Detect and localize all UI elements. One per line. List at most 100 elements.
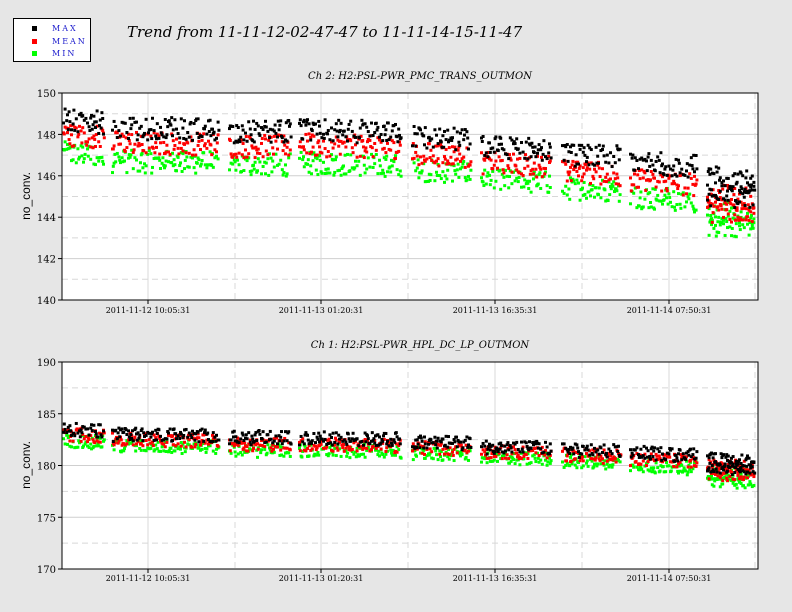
data-point-min xyxy=(203,163,207,167)
data-point-mean xyxy=(459,159,462,163)
data-point-min xyxy=(161,156,165,160)
data-point-max xyxy=(374,121,378,125)
data-point-mean xyxy=(662,180,666,184)
data-point-max xyxy=(387,444,391,448)
data-point-mean xyxy=(363,438,367,442)
data-point-mean xyxy=(637,185,640,189)
data-point-max xyxy=(374,434,377,438)
data-point-mean xyxy=(95,124,99,128)
y-axis-label: no_conv. xyxy=(19,172,33,220)
data-point-mean xyxy=(256,151,259,155)
data-point-mean xyxy=(584,163,588,167)
data-point-min xyxy=(746,473,749,477)
data-point-max xyxy=(135,432,138,436)
data-point-mean xyxy=(575,169,579,173)
data-point-min xyxy=(522,457,526,461)
data-point-min xyxy=(267,173,271,177)
data-point-max xyxy=(604,160,608,164)
legend-marker-max xyxy=(32,26,37,31)
data-point-max xyxy=(350,437,354,441)
data-point-min xyxy=(611,463,615,467)
data-point-max xyxy=(429,438,433,442)
data-point-min xyxy=(596,462,600,466)
data-point-min xyxy=(718,223,722,227)
data-point-max xyxy=(341,439,345,443)
data-point-min xyxy=(730,206,733,210)
data-point-mean xyxy=(609,177,612,181)
data-point-max xyxy=(645,169,649,173)
data-point-max xyxy=(653,169,657,173)
data-point-max xyxy=(658,171,662,175)
data-point-max xyxy=(691,167,695,171)
data-point-max xyxy=(451,136,454,140)
data-point-max xyxy=(138,433,142,437)
data-point-max xyxy=(715,170,719,174)
data-point-max xyxy=(459,131,462,135)
data-point-min xyxy=(581,193,585,197)
data-point-min xyxy=(84,440,88,444)
data-point-mean xyxy=(135,130,138,134)
data-point-mean xyxy=(89,434,93,438)
data-point-max xyxy=(722,468,725,472)
data-point-min xyxy=(544,458,547,462)
data-point-mean xyxy=(365,446,369,450)
data-point-min xyxy=(360,154,364,158)
data-point-min xyxy=(207,163,210,167)
data-point-min xyxy=(284,163,287,167)
data-point-max xyxy=(463,438,467,442)
data-point-min xyxy=(163,166,166,170)
data-point-mean xyxy=(526,164,530,168)
data-point-min xyxy=(668,195,672,199)
data-point-mean xyxy=(87,137,91,141)
data-point-mean xyxy=(307,444,311,448)
data-point-mean xyxy=(484,453,487,457)
data-point-mean xyxy=(309,135,313,139)
plot-frame xyxy=(61,361,759,570)
data-point-min xyxy=(575,466,579,470)
data-point-max xyxy=(306,433,309,437)
data-point-min xyxy=(568,464,572,468)
data-point-max xyxy=(499,136,503,140)
data-point-min xyxy=(355,164,359,168)
data-point-min xyxy=(537,173,541,177)
data-point-mean xyxy=(566,451,570,455)
data-point-min xyxy=(261,164,265,168)
data-point-mean xyxy=(141,444,145,448)
data-point-min xyxy=(274,152,278,156)
data-point-max xyxy=(347,437,351,441)
data-point-mean xyxy=(752,211,756,215)
data-point-min xyxy=(395,445,399,449)
data-point-min xyxy=(280,453,283,457)
data-point-max xyxy=(331,139,335,143)
data-point-max xyxy=(508,444,512,448)
data-point-mean xyxy=(543,453,547,457)
data-point-max xyxy=(500,142,503,146)
data-point-max xyxy=(298,121,301,125)
data-point-mean xyxy=(484,447,488,451)
data-point-max xyxy=(253,127,257,131)
data-point-min xyxy=(652,466,656,470)
data-point-mean xyxy=(312,443,316,447)
data-point-max xyxy=(306,438,310,442)
data-point-mean xyxy=(501,168,505,172)
data-point-max xyxy=(368,134,372,138)
data-point-mean xyxy=(142,149,146,153)
data-point-min xyxy=(336,169,340,173)
data-point-max xyxy=(72,108,76,112)
data-point-min xyxy=(300,455,304,459)
data-point-min xyxy=(565,461,569,465)
data-point-min xyxy=(504,168,507,172)
data-point-min xyxy=(632,465,636,469)
data-point-max xyxy=(536,148,540,152)
data-point-max xyxy=(62,422,66,426)
data-point-min xyxy=(639,190,643,194)
data-point-mean xyxy=(305,151,309,155)
data-point-mean xyxy=(355,155,359,159)
data-point-max xyxy=(717,166,721,170)
data-point-min xyxy=(180,169,184,173)
data-point-min xyxy=(512,170,515,174)
data-point-max xyxy=(140,427,144,431)
data-point-min xyxy=(176,447,180,451)
data-point-min xyxy=(376,453,380,457)
data-point-min xyxy=(152,157,156,161)
